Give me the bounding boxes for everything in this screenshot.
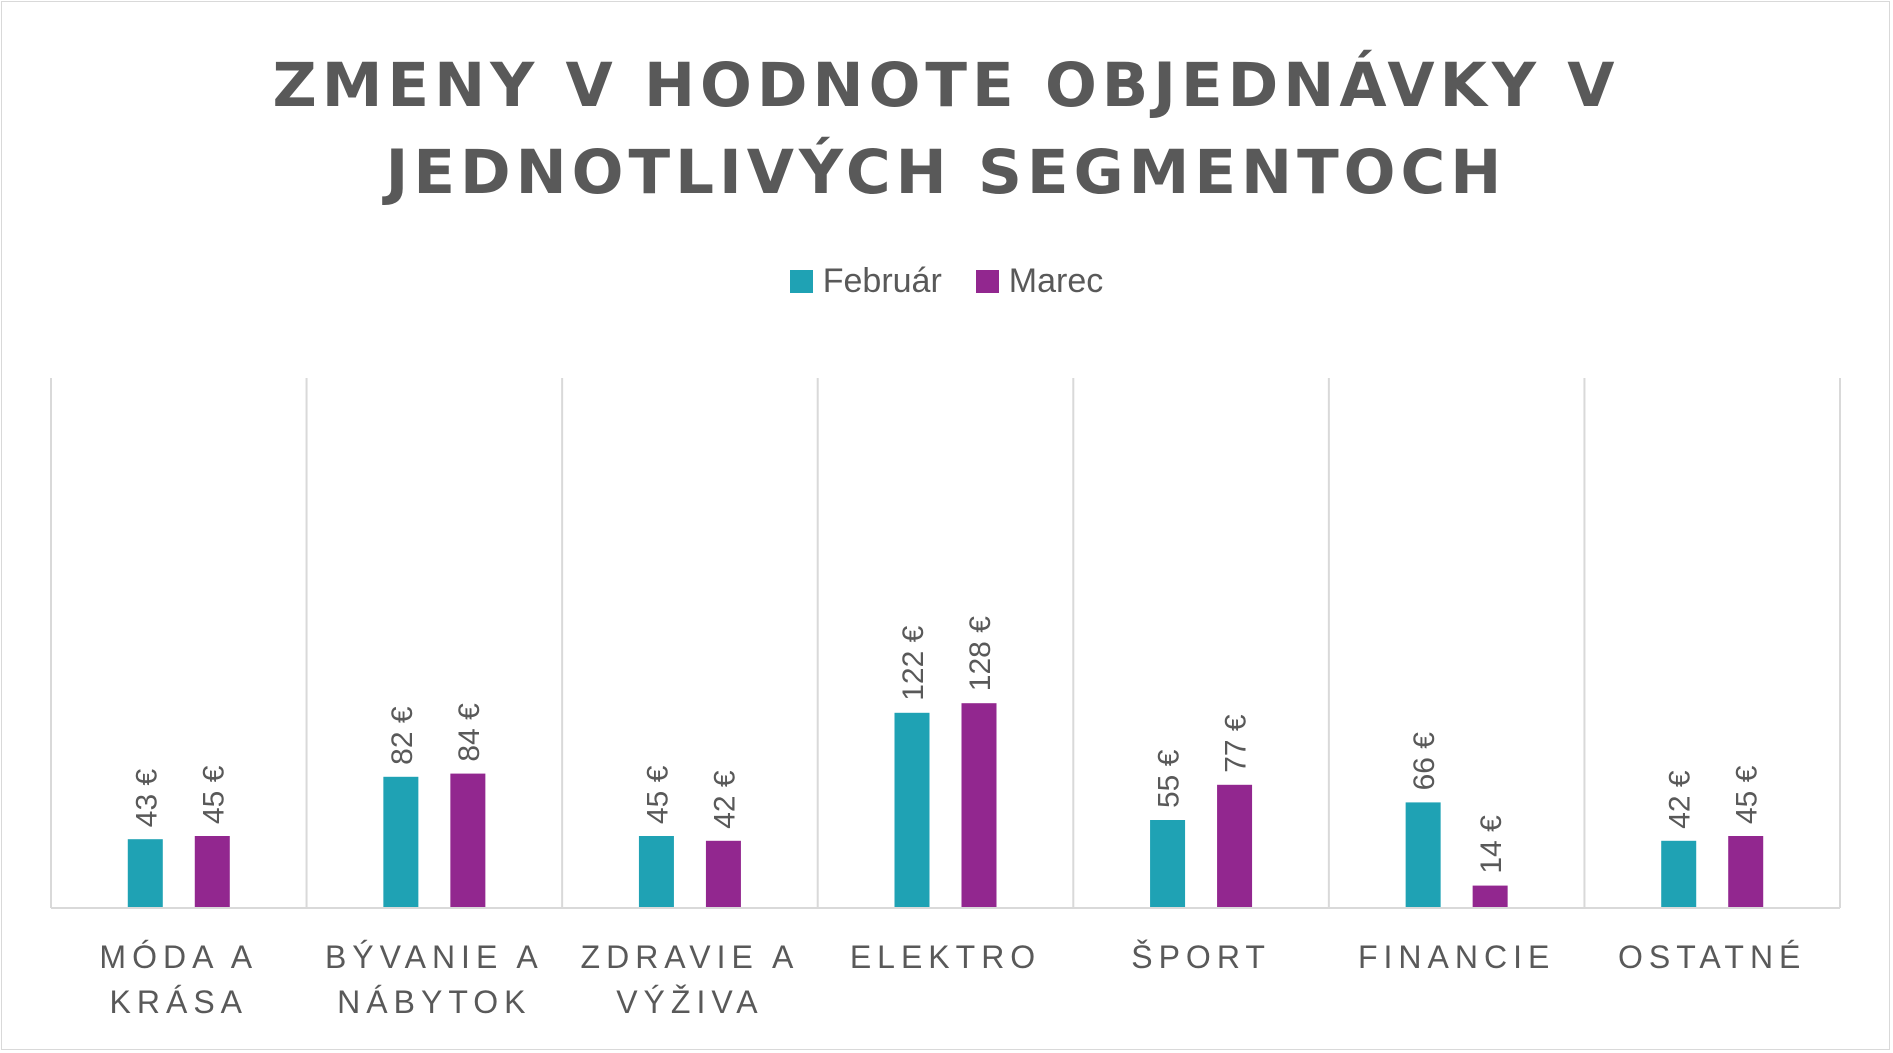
bar-februar [1150, 820, 1186, 908]
data-label: 42 € [708, 770, 741, 829]
bar-marec [1728, 836, 1764, 908]
legend-swatch-februar [789, 270, 813, 293]
bar-marec [450, 773, 486, 908]
bar-februar [638, 836, 674, 908]
data-label: 84 € [453, 703, 486, 762]
bar-marec [1217, 784, 1253, 908]
bar-februar [127, 839, 163, 908]
data-label: 128 € [964, 616, 997, 691]
bar-februar [1405, 802, 1441, 908]
legend-swatch-marec [975, 270, 999, 293]
bar-februar [894, 712, 930, 908]
data-label: 45 € [197, 765, 230, 824]
chart-title-line-1: ZMENY V HODNOTE OBJEDNÁVKY V [272, 50, 1620, 121]
bar-marec [194, 836, 230, 908]
category-label: ŠPORT [1131, 939, 1271, 975]
category-label: VÝŽIVA [616, 984, 763, 1020]
chart-title-line-2: JEDNOTLIVÝCH SEGMENTOCH [385, 137, 1507, 208]
bar-februar [383, 776, 419, 908]
category-label: ELEKTRO [850, 939, 1041, 975]
legend-item-februar: Február [789, 262, 942, 301]
bar-marec [1472, 885, 1508, 908]
category-label: BÝVANIE A [325, 939, 544, 975]
legend-item-marec: Marec [975, 262, 1104, 301]
chart-title: ZMENY V HODNOTE OBJEDNÁVKY V JEDNOTLIVÝC… [146, 42, 1746, 216]
data-label: 66 € [1408, 732, 1441, 791]
category-label: FINANCIE [1358, 939, 1555, 975]
bar-marec [961, 703, 997, 908]
data-label: 122 € [897, 625, 930, 700]
data-label: 42 € [1664, 770, 1697, 829]
category-label: ZDRAVIE A [581, 939, 800, 975]
data-label: 43 € [130, 768, 163, 827]
data-label: 77 € [1220, 714, 1253, 773]
bar-marec [705, 840, 741, 908]
data-label: 45 € [641, 765, 674, 824]
data-label: 14 € [1475, 815, 1508, 874]
category-label: OSTATNÉ [1618, 939, 1806, 975]
category-label: KRÁSA [110, 984, 248, 1020]
data-label: 55 € [1153, 749, 1186, 808]
category-label: MÓDA A [99, 939, 258, 975]
category-label: NÁBYTOK [337, 984, 531, 1020]
legend: Február Marec [0, 262, 1893, 301]
bar-februar [1661, 840, 1697, 908]
data-label: 82 € [386, 706, 419, 765]
legend-label-marec: Marec [1008, 262, 1104, 300]
data-label: 45 € [1731, 765, 1764, 824]
legend-label-februar: Február [822, 262, 942, 300]
